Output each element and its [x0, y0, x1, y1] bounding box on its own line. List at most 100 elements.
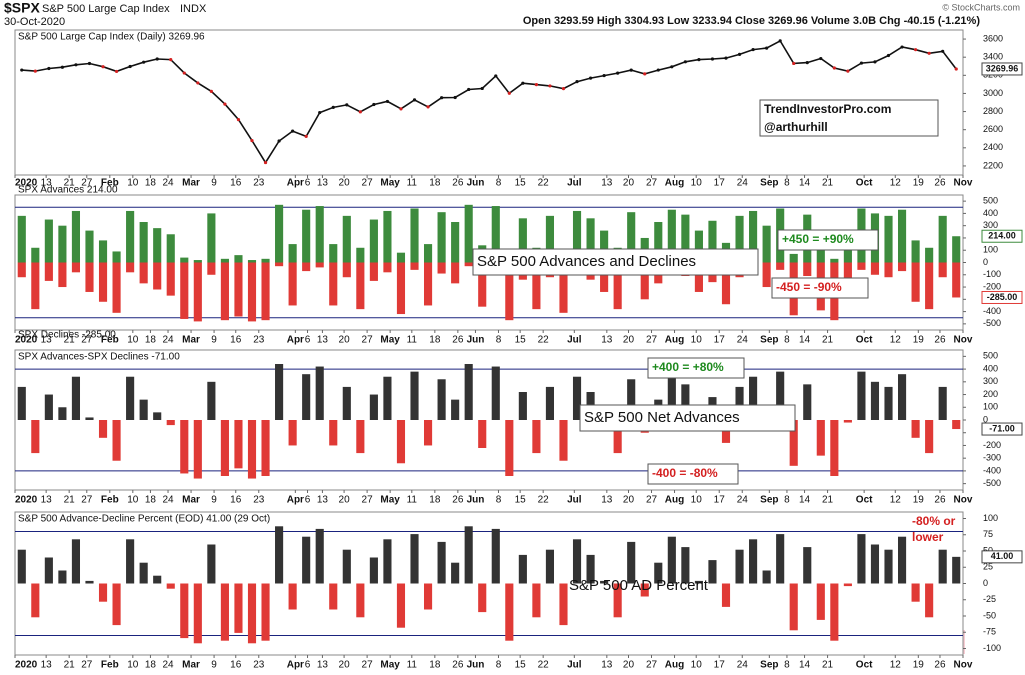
- price-point: [440, 96, 444, 100]
- x-tick-label: 11: [407, 660, 418, 671]
- last-value-label: 214.00: [988, 231, 1016, 241]
- last-value-label: -71.00: [989, 423, 1015, 433]
- x-tick-label: 15: [515, 660, 527, 671]
- bar: [870, 262, 880, 275]
- x-tick-label: Jul: [567, 495, 582, 506]
- bar: [816, 420, 825, 456]
- y-tick-label: 0: [983, 414, 988, 424]
- y-tick-label: -75: [983, 627, 996, 637]
- x-tick-label: 13: [601, 495, 613, 506]
- price-point: [507, 91, 511, 95]
- last-value-box: [981, 62, 1023, 76]
- bar: [667, 374, 676, 420]
- x-tick-label: 19: [913, 335, 925, 346]
- x-tick-label: 26: [452, 335, 464, 346]
- annotation-box: [647, 463, 739, 485]
- bar: [505, 262, 514, 321]
- x-tick-label: 6: [305, 178, 311, 189]
- y-tick-label: -400: [983, 306, 1001, 316]
- last-value-label: 3269.96: [986, 63, 1019, 73]
- annotation: S&P 500 Net Advances: [584, 409, 740, 426]
- x-tick-label: 11: [407, 335, 418, 346]
- bar: [789, 253, 798, 263]
- bar: [478, 583, 487, 613]
- x-tick-label: Nov: [954, 178, 973, 189]
- bar: [532, 262, 541, 310]
- bar: [220, 420, 229, 476]
- bar: [58, 225, 67, 263]
- bar: [654, 562, 663, 584]
- x-tick-label: 27: [81, 335, 93, 346]
- bar: [803, 547, 812, 584]
- bar: [126, 210, 135, 263]
- bar: [410, 534, 419, 584]
- price-point: [412, 98, 417, 102]
- bar: [911, 420, 920, 438]
- x-tick-label: 21: [822, 495, 834, 506]
- bar: [464, 526, 473, 584]
- bar: [17, 549, 26, 584]
- bar: [735, 215, 744, 263]
- bar: [153, 262, 162, 290]
- x-tick-label: 10: [691, 495, 703, 506]
- bar: [329, 420, 338, 446]
- bar: [329, 583, 338, 610]
- bar: [681, 384, 690, 420]
- bar: [410, 262, 419, 270]
- legend-entry: SPX Declines -285.00: [18, 330, 116, 341]
- bar: [708, 560, 717, 584]
- bar: [938, 549, 947, 584]
- bar: [437, 541, 446, 584]
- x-tick-label: 18: [429, 660, 441, 671]
- price-point: [467, 87, 471, 92]
- quote: Open 3293.59 High 3304.93 Low 3233.94 Cl…: [523, 15, 980, 27]
- y-tick-label: 3600: [983, 33, 1003, 43]
- x-tick-label: 8: [496, 495, 502, 506]
- bar: [627, 541, 636, 584]
- bar: [369, 262, 378, 281]
- bar: [897, 209, 907, 263]
- bar: [31, 420, 40, 454]
- bar: [58, 407, 67, 420]
- bar: [396, 420, 406, 464]
- bar: [112, 251, 121, 263]
- x-tick-label: Sep: [760, 335, 778, 346]
- bar: [884, 262, 893, 278]
- x-tick-label: 6: [305, 660, 311, 671]
- bar: [98, 262, 108, 302]
- bar: [342, 262, 351, 278]
- annotation: @arthurhill: [764, 120, 828, 134]
- bar: [288, 262, 297, 306]
- bar: [451, 562, 460, 584]
- x-tick-label: 20: [339, 660, 351, 671]
- bar: [180, 262, 189, 319]
- price-point: [805, 61, 809, 65]
- bar: [451, 222, 460, 263]
- price-point: [128, 64, 132, 69]
- y-tick-label: 300: [983, 220, 998, 230]
- x-tick-label: Sep: [760, 660, 778, 671]
- y-tick-label: 300: [983, 376, 998, 386]
- price-point: [155, 57, 159, 61]
- bar: [58, 262, 67, 288]
- bar: [315, 262, 324, 268]
- bar: [572, 539, 582, 584]
- x-tick-label: 21: [64, 660, 76, 671]
- x-tick-label: Mar: [182, 495, 200, 506]
- x-tick-label: 22: [538, 660, 550, 671]
- bar: [776, 371, 785, 420]
- bar: [112, 420, 121, 461]
- bar: [451, 262, 460, 284]
- bar: [329, 262, 338, 306]
- x-tick-label: Aug: [665, 660, 684, 671]
- bar: [275, 364, 284, 420]
- price-point: [846, 69, 850, 73]
- bar: [749, 210, 758, 263]
- bar: [193, 583, 202, 644]
- x-tick-label: 26: [452, 495, 464, 506]
- bar: [464, 204, 473, 263]
- x-tick-label: Jun: [467, 335, 485, 346]
- bar: [518, 392, 527, 420]
- bar: [681, 214, 690, 263]
- x-tick-label: 26: [934, 178, 946, 189]
